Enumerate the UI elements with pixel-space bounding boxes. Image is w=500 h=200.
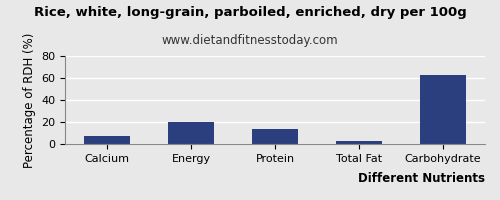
Bar xyxy=(168,122,214,144)
Text: Rice, white, long-grain, parboiled, enriched, dry per 100g: Rice, white, long-grain, parboiled, enri… xyxy=(34,6,467,19)
Y-axis label: Percentage of RDH (%): Percentage of RDH (%) xyxy=(22,32,36,168)
Bar xyxy=(84,136,130,144)
Bar xyxy=(252,129,298,144)
Bar xyxy=(420,75,466,144)
Bar xyxy=(336,141,382,144)
X-axis label: Different Nutrients: Different Nutrients xyxy=(358,172,485,185)
Text: www.dietandfitnesstoday.com: www.dietandfitnesstoday.com xyxy=(162,34,338,47)
